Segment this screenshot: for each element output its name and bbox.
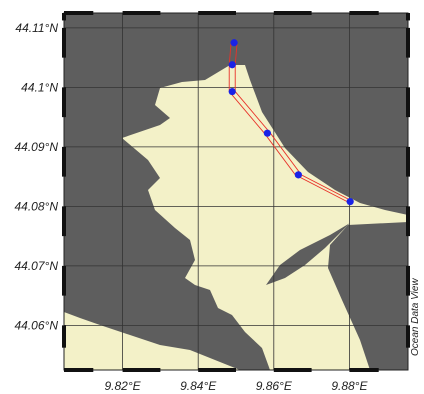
x-tick-label: 9.84°E (180, 379, 217, 393)
y-tick-label: 44.08°N (15, 199, 59, 213)
track-outline (234, 42, 354, 203)
station-marker (346, 198, 354, 206)
track-outline (228, 42, 348, 203)
x-tick-label: 9.88°E (331, 379, 368, 393)
station-marker (228, 87, 236, 96)
land-mass-east (328, 222, 408, 370)
y-axis-ticks: 44.06°N 44.07°N 44.08°N 44.09°N 44.1°N 44.11°… (15, 21, 59, 333)
station-marker (294, 171, 302, 179)
y-tick-label: 44.1°N (21, 80, 58, 94)
land-mass-north (64, 13, 408, 370)
y-tick-label: 44.09°N (15, 140, 59, 154)
y-tick-label: 44.11°N (15, 21, 58, 35)
x-tick-label: 9.82°E (105, 379, 142, 393)
ocean-data-view-credit: Ocean Data View (410, 278, 421, 356)
x-tick-label: 9.86°E (256, 379, 293, 393)
map-plot-area (64, 13, 408, 370)
station-marker (230, 39, 238, 47)
station-markers (228, 39, 354, 206)
grid-lines (64, 13, 408, 370)
x-axis-ticks: 9.82°E 9.84°E 9.86°E 9.88°E (105, 379, 369, 393)
station-marker (228, 61, 236, 69)
y-tick-label: 44.06°N (15, 318, 59, 332)
station-marker (263, 129, 271, 137)
y-tick-label: 44.07°N (15, 259, 59, 273)
cruise-track (228, 42, 354, 203)
map-frame (62, 11, 410, 372)
land-spit (266, 223, 350, 285)
